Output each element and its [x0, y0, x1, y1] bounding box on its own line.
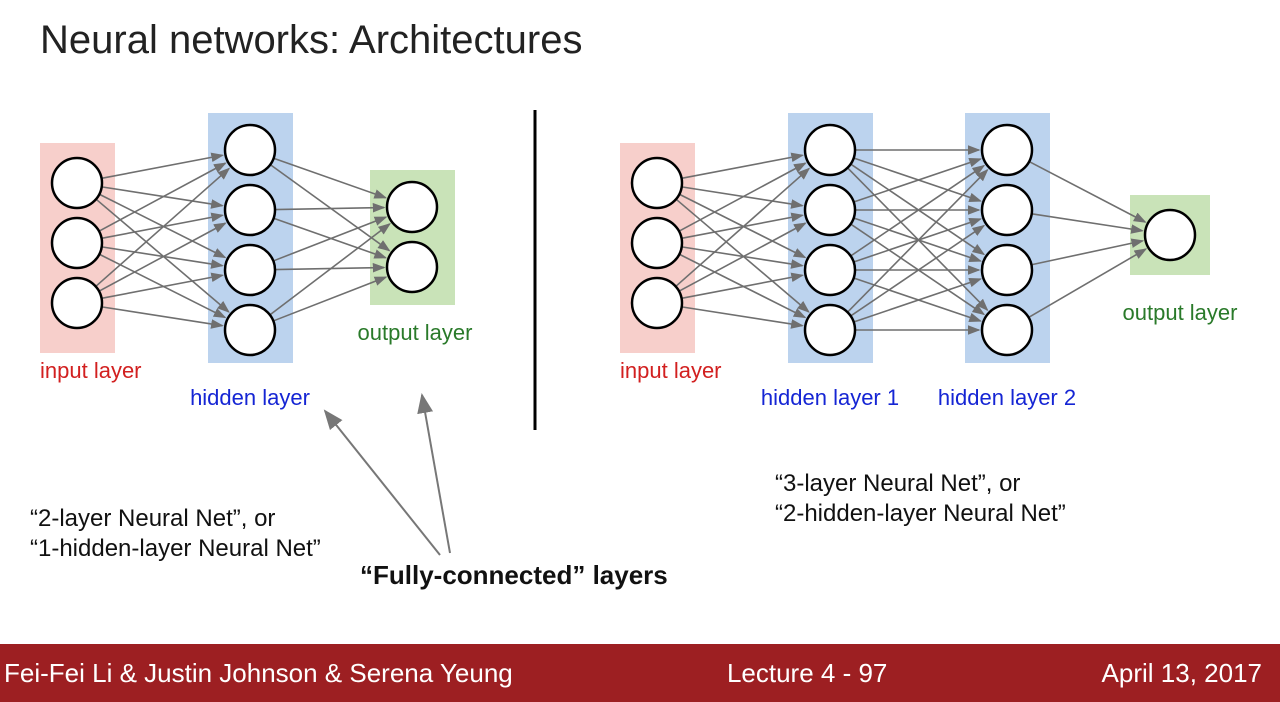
right-caption-line2: “2-hidden-layer Neural Net”	[775, 500, 1066, 528]
left-caption-line1: “2-layer Neural Net”, or	[30, 505, 275, 533]
svg-text:hidden layer 2: hidden layer 2	[938, 385, 1076, 410]
svg-text:input layer: input layer	[620, 358, 722, 383]
svg-text:output layer: output layer	[1123, 300, 1238, 325]
svg-text:hidden layer 1: hidden layer 1	[761, 385, 899, 410]
slide-title: Neural networks: Architectures	[40, 18, 582, 63]
footer-bar: Fei-Fei Li & Justin Johnson & Serena Yeu…	[0, 644, 1280, 702]
svg-text:hidden layer: hidden layer	[190, 385, 310, 410]
svg-text:input layer: input layer	[40, 358, 142, 383]
left-caption-line2: “1-hidden-layer Neural Net”	[30, 535, 321, 563]
right-caption-line1: “3-layer Neural Net”, or	[775, 470, 1020, 498]
footer-authors: Fei-Fei Li & Justin Johnson & Serena Yeu…	[4, 658, 513, 689]
footer-date: April 13, 2017	[1102, 658, 1262, 689]
footer-lecture: Lecture 4 - 97	[727, 658, 887, 689]
svg-text:output layer: output layer	[358, 320, 473, 345]
fully-connected-callout: “Fully-connected” layers	[360, 560, 668, 591]
